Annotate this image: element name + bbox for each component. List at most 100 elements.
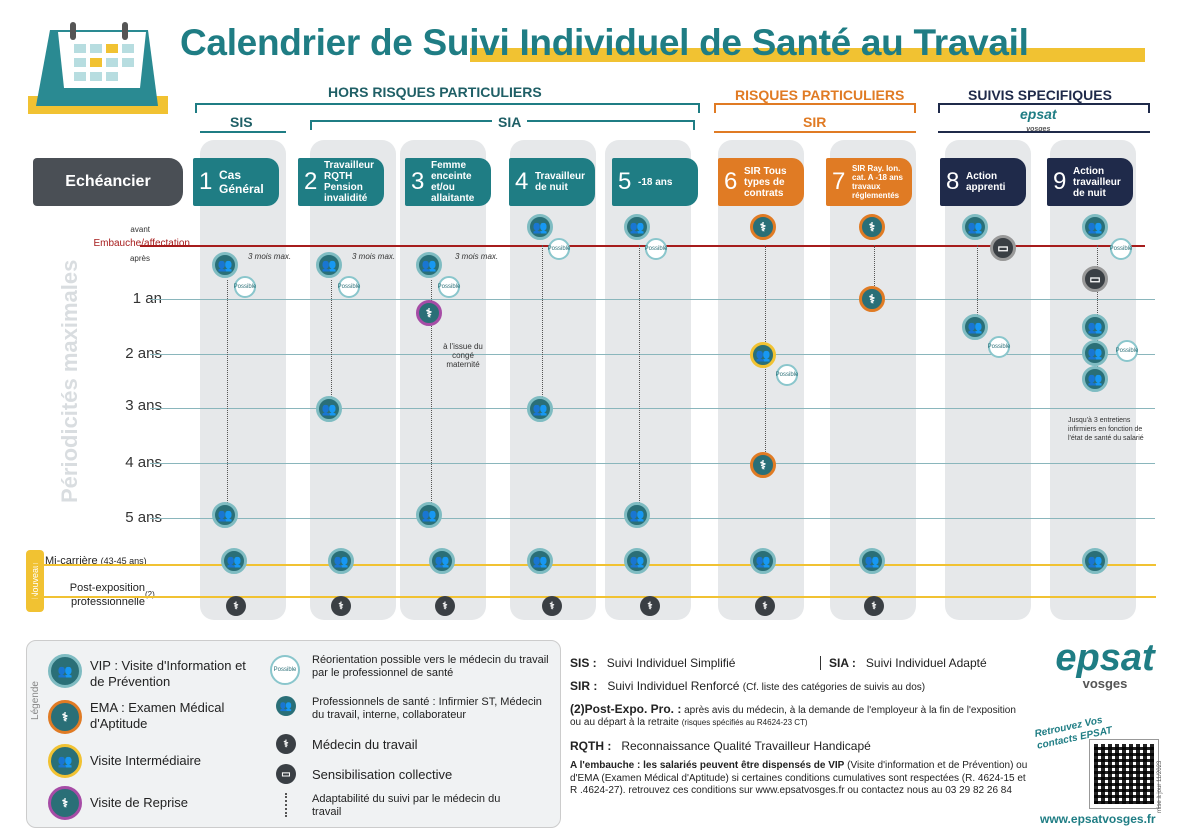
line-5ans bbox=[150, 518, 1155, 519]
stethoscope-icon: ⚕ bbox=[864, 596, 884, 616]
def-sir: SIR : Suivi Individuel Renforcé (Cf. lis… bbox=[570, 679, 925, 693]
pros-legend-icon: 👥 bbox=[276, 696, 296, 716]
column-card-3: 3 Femme enceinte et/ou allaitante bbox=[405, 158, 491, 206]
row-4ans: 4 ans bbox=[125, 454, 162, 471]
underline-spec bbox=[938, 131, 1150, 133]
vosges-small-text: vosges bbox=[1026, 126, 1051, 133]
vi-legend-icon: 👥 bbox=[48, 744, 82, 778]
medecin-legend-icon: ⚕ bbox=[276, 734, 296, 754]
card-label: SIR Ray. Ion. cat. A -18 ans travaux rég… bbox=[852, 164, 903, 200]
card-label: SIR Tous types de contrats bbox=[744, 165, 787, 199]
card-label: Femme enceinte et/ou allaitante bbox=[431, 160, 475, 204]
sir-note: (Cf. liste des catégories de suivis au d… bbox=[742, 682, 926, 693]
column-bg-2 bbox=[310, 140, 396, 620]
row-2ans: 2 ans bbox=[125, 345, 162, 362]
card-label: Action travailleur de nuit bbox=[1073, 165, 1121, 199]
reorientation-legend-icon: Possible bbox=[270, 655, 300, 685]
reorientation-icon: Possible bbox=[645, 238, 667, 260]
stethoscope-icon: ⚕ bbox=[755, 596, 775, 616]
vip-icon: 👥 bbox=[962, 314, 988, 340]
column-bg-1 bbox=[200, 140, 286, 620]
vip-icon: 👥 bbox=[527, 396, 553, 422]
sia-key: SIA : bbox=[829, 656, 856, 670]
vip-icon: 👥 bbox=[1082, 214, 1108, 240]
note-3-mois: 3 mois max. bbox=[352, 252, 396, 261]
reorientation-icon: Possible bbox=[234, 276, 256, 298]
line-embauche bbox=[140, 245, 1145, 247]
note-conge: à l'issue du congé maternité bbox=[443, 342, 483, 369]
card-num: 5 bbox=[618, 168, 632, 195]
mise-a-jour: mise à jour 11/2023 bbox=[1157, 753, 1163, 813]
reorientation-icon: Possible bbox=[1110, 238, 1132, 260]
vip-icon: 👥 bbox=[1082, 314, 1108, 340]
row-3ans: 3 ans bbox=[125, 397, 162, 414]
reorientation-icon: Possible bbox=[1116, 340, 1138, 362]
legend-vip: VIP : Visite d'Information et de Prévent… bbox=[90, 658, 246, 689]
stethoscope-icon: ⚕ bbox=[226, 596, 246, 616]
vip-icon: 👥 bbox=[962, 214, 988, 240]
vip-icon: 👥 bbox=[1082, 340, 1108, 366]
rqth-value: Reconnaissance Qualité Travailleur Handi… bbox=[621, 739, 871, 753]
vip-icon: 👥 bbox=[624, 548, 650, 574]
vip-icon: 👥 bbox=[527, 548, 553, 574]
vr-legend-icon: ⚕ bbox=[48, 786, 82, 820]
row-embauche: Embauche/affectation bbox=[93, 238, 190, 249]
embauche-bold: A l'embauche : les salariés peuvent être… bbox=[570, 760, 845, 771]
card-num: 3 bbox=[411, 168, 425, 195]
line-2ans bbox=[150, 354, 1155, 355]
post-label: Post-exposition professionnelle bbox=[69, 582, 145, 608]
card-num: 6 bbox=[724, 168, 738, 195]
card-num: 9 bbox=[1053, 168, 1067, 195]
def-embauche: A l'embauche : les salariés peuvent être… bbox=[570, 760, 1030, 798]
bracket-risques bbox=[714, 103, 916, 113]
vip-icon: 👥 bbox=[212, 252, 238, 278]
vip-icon: 👥 bbox=[221, 548, 247, 574]
row-1an: 1 an bbox=[132, 290, 162, 307]
nouveau-text: Nouveau bbox=[30, 562, 40, 600]
column-card-5: 5 -18 ans bbox=[612, 158, 698, 206]
line-post bbox=[26, 596, 1156, 598]
vip-legend-icon: 👥 bbox=[48, 654, 82, 688]
vip-icon: 👥 bbox=[416, 502, 442, 528]
note-infirmiers: Jusqu'à 3 entretiens infirmiers en fonct… bbox=[1068, 417, 1144, 442]
ema-legend-icon: ⚕ bbox=[48, 700, 82, 734]
reorientation-icon: Possible bbox=[338, 276, 360, 298]
logo-text: epsat bbox=[1055, 637, 1155, 679]
underline-sir bbox=[714, 131, 916, 133]
reorientation-icon: Possible bbox=[776, 364, 798, 386]
dotted-line bbox=[977, 245, 978, 325]
vip-icon: 👥 bbox=[429, 548, 455, 574]
mise-text: mise à jour 11/2023 bbox=[1157, 760, 1163, 813]
legend-tab: Légende bbox=[26, 660, 44, 740]
vip-icon: 👥 bbox=[624, 502, 650, 528]
legend-medecin: Médecin du travail bbox=[312, 737, 418, 752]
row-apres: après bbox=[129, 254, 150, 263]
card-label: -18 ans bbox=[638, 176, 673, 188]
ema-icon: ⚕ bbox=[859, 214, 885, 240]
line-4ans bbox=[150, 463, 1155, 464]
group-specifiques: SUIVIS SPECIFIQUES bbox=[968, 87, 1112, 103]
column-bg-3 bbox=[400, 140, 486, 620]
dotted-line bbox=[331, 280, 332, 405]
note-3-mois: 3 mois max. bbox=[248, 252, 292, 261]
sensib-legend-icon: ▭ bbox=[276, 764, 296, 784]
embauche-text: (Visite d'information et de Prévention) … bbox=[570, 760, 1028, 796]
sis-value: Suivi Individuel Simplifié bbox=[606, 656, 736, 670]
post-ref: (2) bbox=[145, 590, 155, 599]
vip-icon: 👥 bbox=[416, 252, 442, 278]
card-num: 4 bbox=[515, 168, 529, 195]
legend-vr: Visite de Reprise bbox=[90, 795, 189, 810]
line-1an bbox=[150, 299, 1155, 300]
column-bg-5 bbox=[605, 140, 691, 620]
vip-icon: 👥 bbox=[316, 396, 342, 422]
card-num: 2 bbox=[304, 168, 318, 195]
vip-icon: 👥 bbox=[328, 548, 354, 574]
epsat-small-text: epsat bbox=[1020, 106, 1057, 122]
vi-icon: 👥 bbox=[750, 342, 776, 368]
column-card-4: 4 Travailleur de nuit bbox=[509, 158, 595, 206]
vip-icon: 👥 bbox=[527, 214, 553, 240]
card-label: Travailleur RQTH Pension invalidité bbox=[324, 160, 375, 204]
def-sis: SIS : Suivi Individuel Simplifié bbox=[570, 656, 735, 670]
vip-icon: 👥 bbox=[316, 252, 342, 278]
epsat-small-logo: epsat vosges bbox=[1020, 106, 1057, 136]
